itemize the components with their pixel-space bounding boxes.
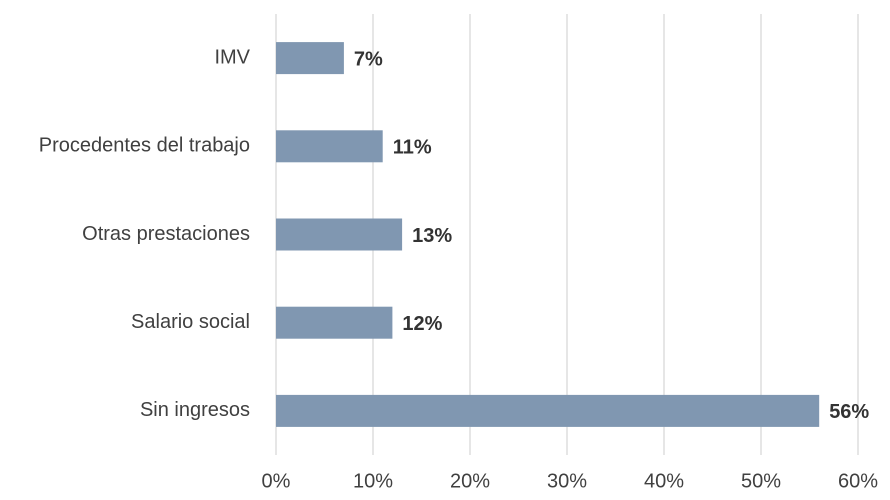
- value-label: 12%: [402, 313, 442, 335]
- y-tick-label: Procedentes del trabajo: [39, 135, 250, 157]
- bar: [276, 218, 403, 251]
- x-tick-label: 0%: [262, 470, 291, 492]
- y-tick-label: Salario social: [131, 311, 250, 333]
- x-tick-label: 60%: [838, 470, 878, 492]
- x-tick-label: 50%: [741, 470, 781, 492]
- x-tick-label: 40%: [644, 470, 684, 492]
- y-tick-label: Otras prestaciones: [82, 223, 250, 245]
- y-tick-label: Sin ingresos: [140, 399, 250, 421]
- value-label: 11%: [393, 137, 432, 159]
- x-tick-label: 10%: [353, 470, 393, 492]
- value-label: 56%: [829, 401, 869, 423]
- x-tick-label: 30%: [547, 470, 587, 492]
- y-tick-label: IMV: [214, 46, 250, 68]
- value-label: 13%: [412, 225, 452, 247]
- bar: [276, 130, 383, 163]
- value-label: 7%: [354, 48, 383, 70]
- bar: [276, 394, 820, 427]
- bar: [276, 306, 393, 339]
- bar: [276, 42, 344, 75]
- x-tick-label: 20%: [450, 470, 490, 492]
